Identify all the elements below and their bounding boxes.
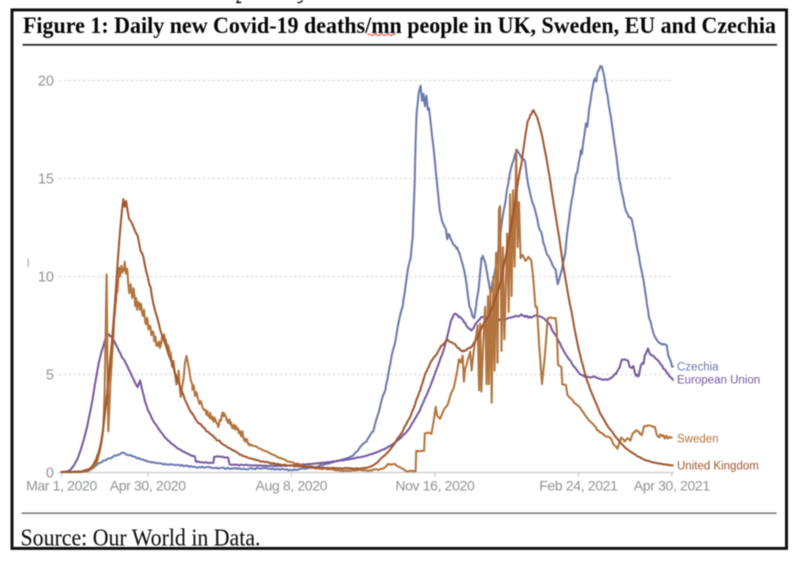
svg-text:European Union: European Union	[677, 374, 760, 386]
svg-text:Source: Our World in Data.: Source: Our World in Data.	[21, 526, 261, 552]
svg-text:Mar 1, 2020: Mar 1, 2020	[26, 478, 97, 494]
svg-text:Czechia: Czechia	[677, 361, 719, 373]
svg-text:0: 0	[46, 466, 54, 482]
svg-text:Apr 30, 2020: Apr 30, 2020	[110, 478, 187, 494]
svg-text:Sweden: Sweden	[677, 434, 719, 446]
svg-text:20: 20	[38, 74, 54, 90]
svg-text:5: 5	[46, 368, 54, 384]
svg-text:15: 15	[38, 172, 54, 188]
svg-text:10: 10	[38, 270, 54, 286]
svg-text:Nov 16, 2020: Nov 16, 2020	[395, 478, 475, 494]
svg-text:Figure 1: Daily new Covid-19 d: Figure 1: Daily new Covid-19 deaths/mn p…	[23, 13, 776, 38]
svg-text:Apr 30, 2021: Apr 30, 2021	[634, 478, 711, 494]
svg-text:Aug 8, 2020: Aug 8, 2020	[255, 478, 327, 494]
svg-text:Feb 24, 2021: Feb 24, 2021	[539, 478, 618, 494]
svg-text:United Kingdom: United Kingdom	[677, 460, 759, 472]
